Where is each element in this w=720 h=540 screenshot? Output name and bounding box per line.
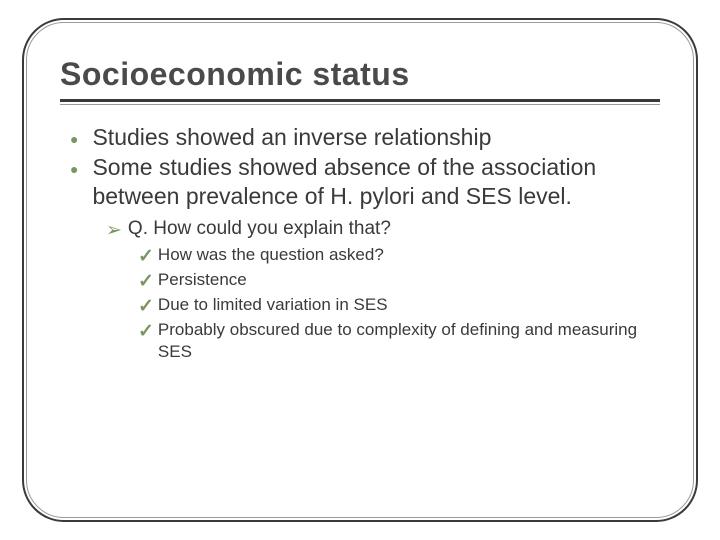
title-underline-thin <box>60 104 660 105</box>
check-bullet-icon: ✓ <box>138 320 154 343</box>
disc-bullet-icon: ● <box>70 161 78 177</box>
list-item-text: How was the question asked? <box>158 244 384 266</box>
list-item: ● Studies showed an inverse relationship <box>70 123 660 152</box>
arrow-bullet-icon: ➢ <box>106 219 122 242</box>
check-bullet-icon: ✓ <box>138 245 154 268</box>
list-item: ✓ Persistence <box>138 269 660 293</box>
slide-content: Socioeconomic status ● Studies showed an… <box>60 56 660 484</box>
title-underline-thick <box>60 99 660 102</box>
check-bullet-icon: ✓ <box>138 270 154 293</box>
list-item: ✓ How was the question asked? <box>138 244 660 268</box>
disc-bullet-icon: ● <box>70 131 78 147</box>
list-item: ➢ Q. How could you explain that? <box>106 217 660 242</box>
list-item-text: Q. How could you explain that? <box>128 217 391 241</box>
slide-title: Socioeconomic status <box>60 56 660 93</box>
list-item-text: Some studies showed absence of the assoc… <box>92 153 660 211</box>
check-bullet-icon: ✓ <box>138 295 154 318</box>
list-item-text: Probably obscured due to complexity of d… <box>158 319 660 363</box>
list-item: ✓ Due to limited variation in SES <box>138 294 660 318</box>
list-item-text: Studies showed an inverse relationship <box>92 123 491 152</box>
list-item: ● Some studies showed absence of the ass… <box>70 153 660 211</box>
list-item-text: Persistence <box>158 269 247 291</box>
body-list: ● Studies showed an inverse relationship… <box>60 123 660 363</box>
list-item: ✓ Probably obscured due to complexity of… <box>138 319 660 363</box>
list-item-text: Due to limited variation in SES <box>158 294 388 316</box>
